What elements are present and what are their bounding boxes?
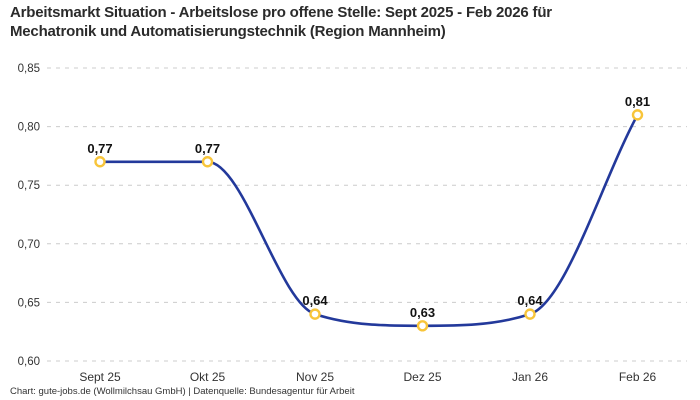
trend-line (98, 113, 639, 328)
x-tick-label: Sept 25 (79, 370, 121, 384)
y-tick-label: 0,85 (18, 63, 40, 75)
x-tick-label: Jan 26 (512, 370, 548, 384)
data-point-label: 0,77 (87, 141, 112, 156)
data-point-label: 0,64 (517, 293, 543, 308)
data-point-marker[interactable] (416, 320, 429, 332)
data-point-marker[interactable] (94, 156, 106, 168)
y-tick-label: 0,70 (18, 239, 40, 251)
x-tick-label: Okt 25 (190, 370, 226, 384)
y-tick-label: 0,65 (18, 297, 40, 309)
y-tick-label: 0,80 (18, 122, 40, 134)
chart-title: Arbeitsmarkt Situation - Arbeitslose pro… (10, 4, 552, 40)
data-point-marker[interactable] (524, 308, 536, 320)
data-point-label: 0,77 (195, 141, 220, 156)
data-point-marker[interactable] (201, 156, 214, 168)
chart-footer: Chart: gute-jobs.de (Wollmilchsau GmbH) … (10, 386, 355, 397)
data-point-marker[interactable] (631, 109, 644, 121)
data-point-label: 0,63 (410, 305, 435, 320)
x-tick-label: Feb 26 (619, 370, 657, 384)
y-tick-label: 0,60 (18, 356, 40, 368)
x-tick-label: Nov 25 (296, 370, 334, 384)
y-tick-label: 0,75 (18, 180, 40, 192)
x-tick-label: Dez 25 (403, 370, 441, 384)
data-point-label: 0,81 (625, 94, 650, 109)
data-point-marker[interactable] (309, 308, 321, 320)
data-point-label: 0,64 (302, 293, 328, 308)
